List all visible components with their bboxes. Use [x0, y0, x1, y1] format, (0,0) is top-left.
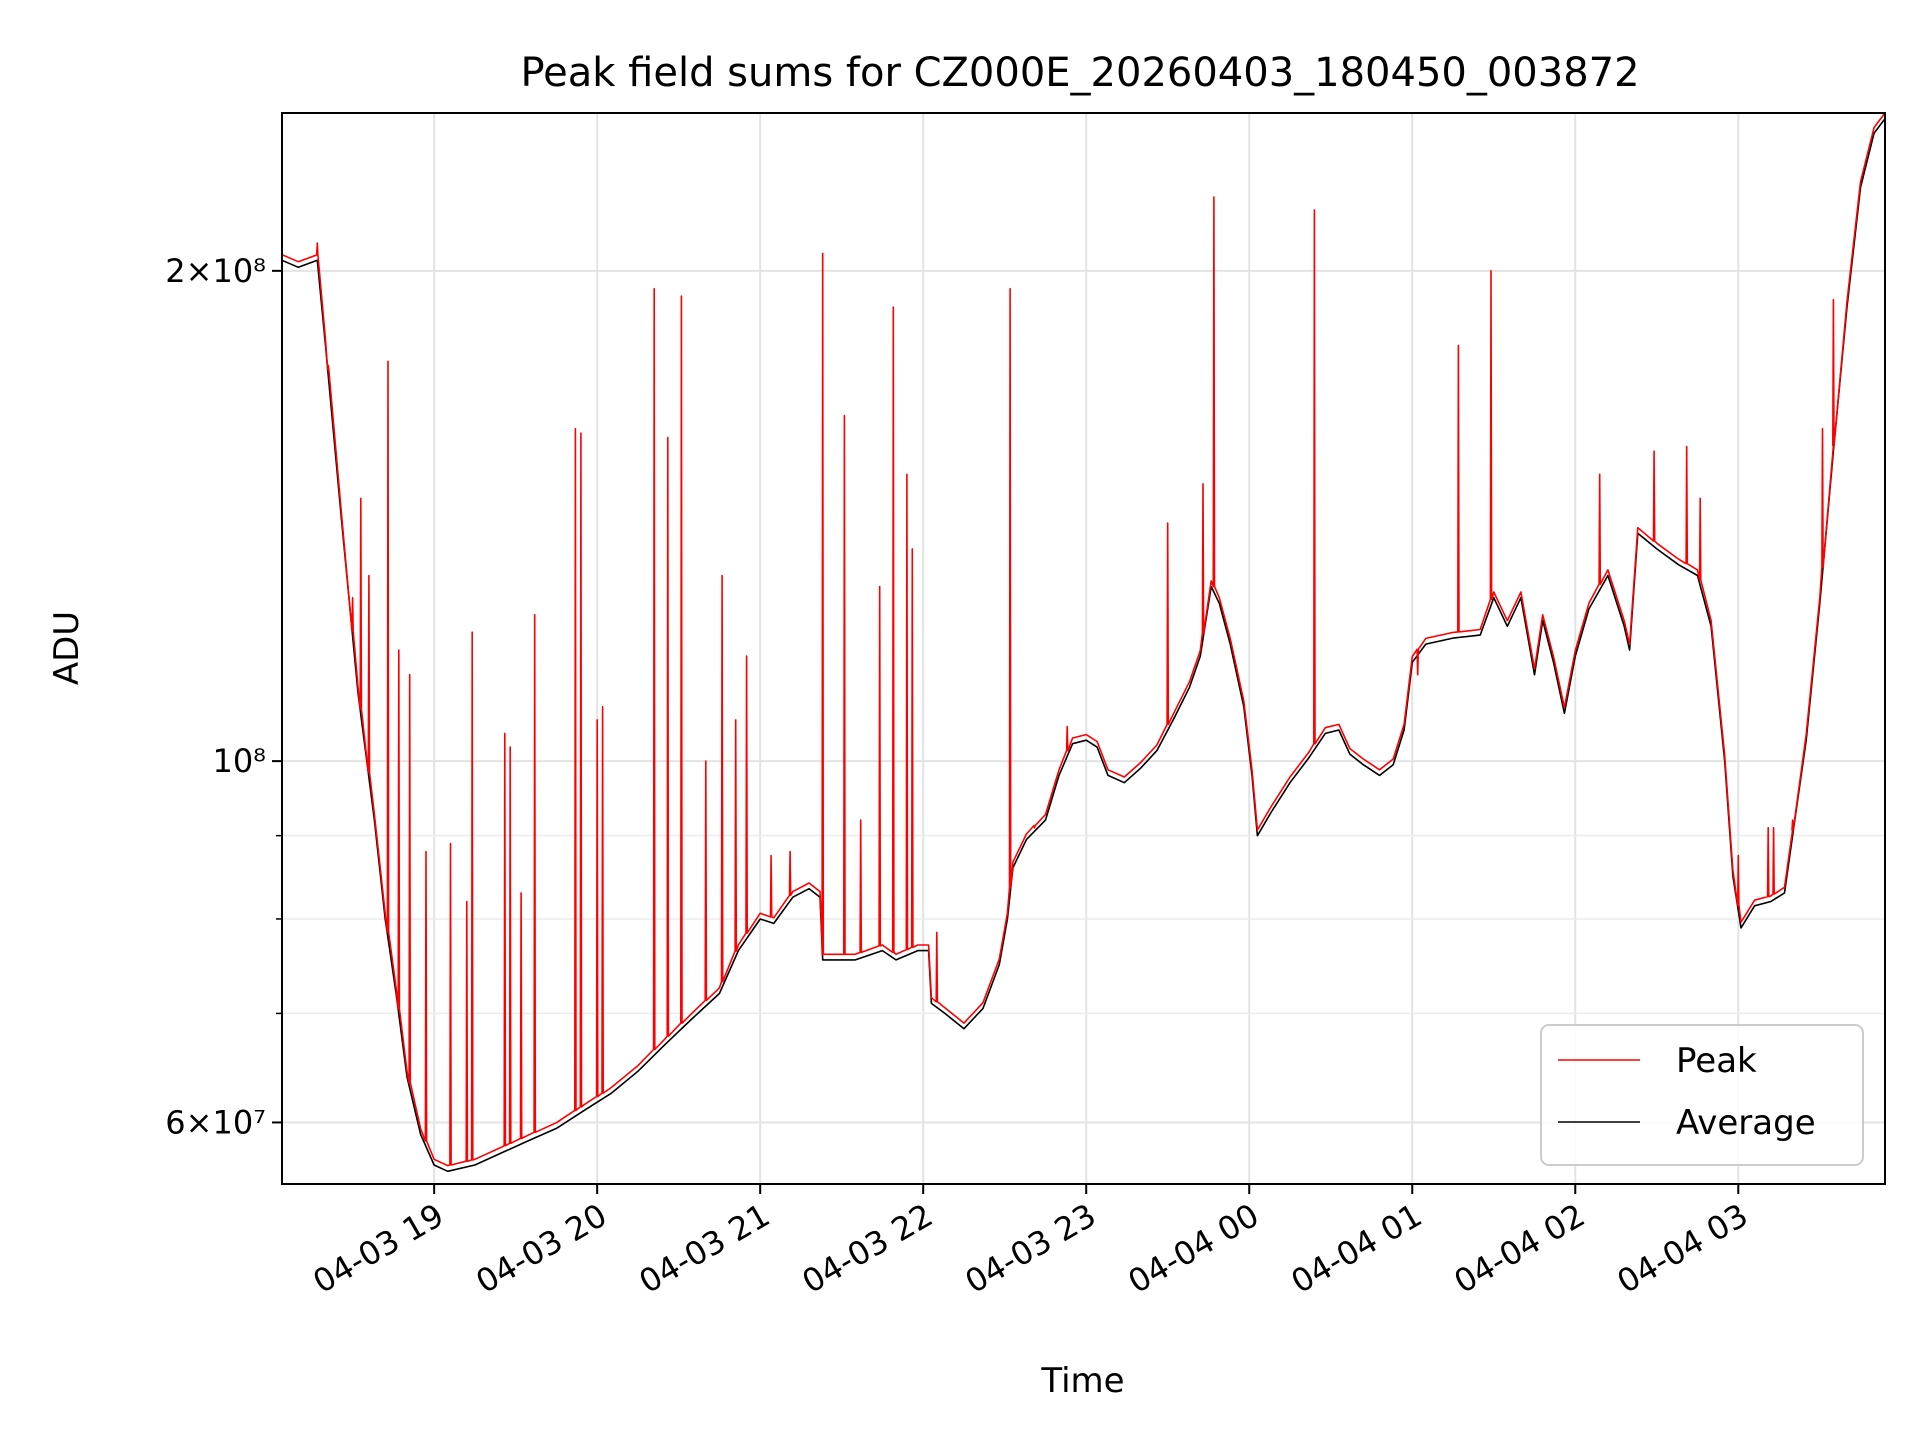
- y-tick-label: 2×10⁸: [165, 252, 266, 290]
- y-axis: 6×10⁷ 10⁸ 2×10⁸: [165, 252, 282, 1141]
- peak-series: [281, 112, 1886, 1167]
- y-tick-label: 6×10⁷: [165, 1103, 266, 1141]
- legend-peak-label: Peak: [1676, 1041, 1757, 1081]
- y-axis-label: ADU: [47, 611, 87, 685]
- average-line: [281, 118, 1886, 1173]
- y-tick-label: 10⁸: [212, 742, 266, 780]
- legend-average-label: Average: [1676, 1103, 1816, 1143]
- chart-title: Peak field sums for CZ000E_20260403_1804…: [520, 50, 1639, 96]
- peak-line: [281, 112, 1886, 1167]
- grid: [282, 113, 1885, 1184]
- plot-frame: [281, 112, 1886, 1185]
- x-axis-label: Time: [1040, 1361, 1124, 1401]
- legend: Peak Average: [1540, 1024, 1864, 1166]
- average-series: [281, 118, 1886, 1173]
